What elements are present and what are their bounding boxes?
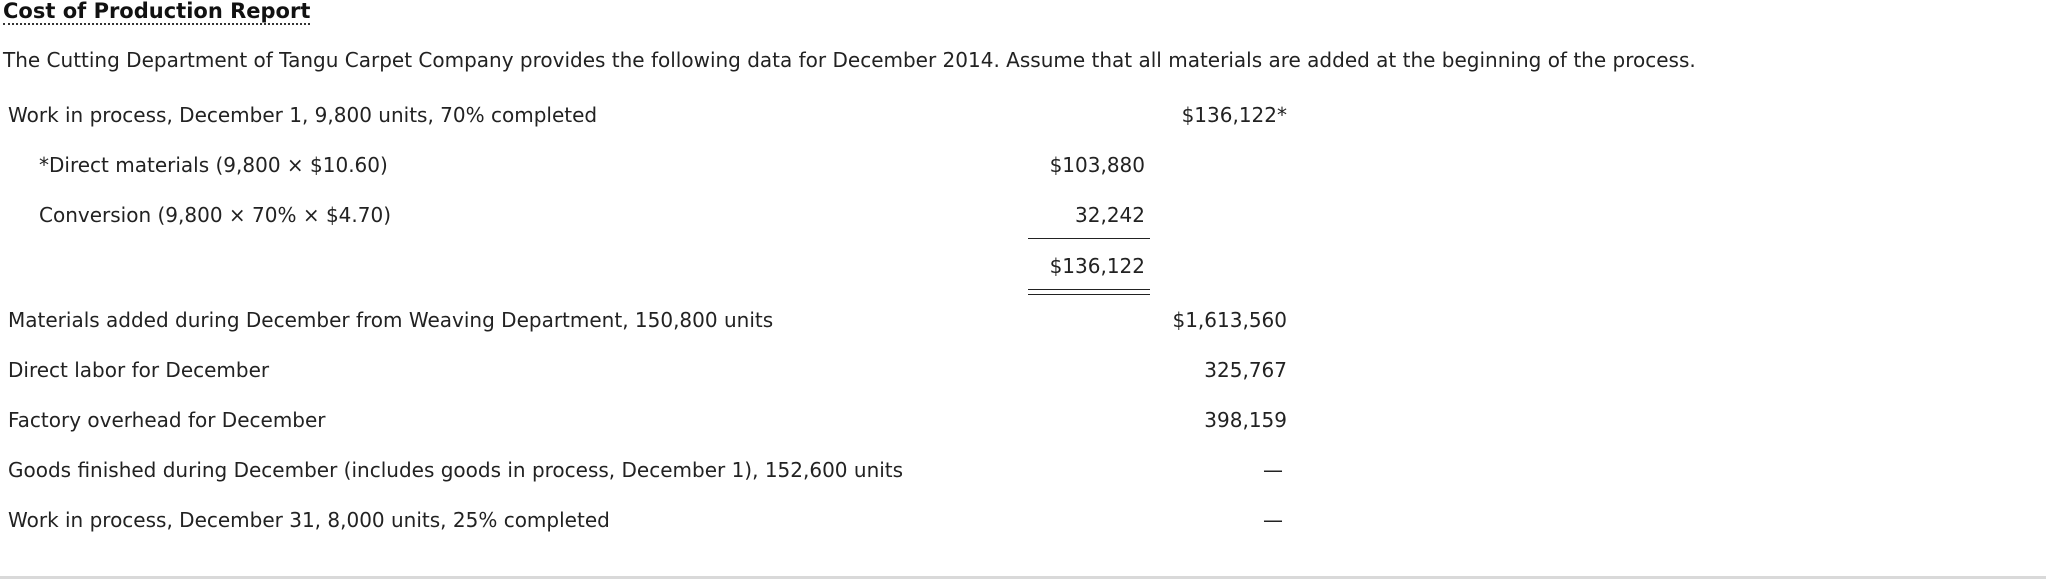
row-amount: — [1263, 458, 1283, 482]
row-amount: $1,613,560 [1172, 308, 1287, 332]
row-label: Direct labor for December [8, 358, 270, 382]
table-row: *Direct materials (9,800 × $10.60) $103,… [0, 150, 1400, 184]
row-amount: 398,159 [1204, 408, 1287, 432]
table-row: $136,122 [0, 251, 1400, 285]
subtotal-rule [1028, 238, 1150, 239]
row-subamount: $103,880 [1049, 153, 1145, 177]
row-label: *Direct materials (9,800 × $10.60) [39, 153, 388, 177]
row-label: Materials added during December from Wea… [8, 308, 774, 332]
row-label: Conversion (9,800 × 70% × $4.70) [39, 203, 392, 227]
table-row: Goods finished during December (includes… [0, 455, 1400, 489]
row-subtotal: $136,122 [1049, 254, 1145, 278]
table-row: Direct labor for December 325,767 [0, 355, 1400, 389]
table-row: Materials added during December from Wea… [0, 305, 1400, 339]
row-label: Factory overhead for December [8, 408, 326, 432]
report-intro: The Cutting Department of Tangu Carpet C… [3, 48, 1696, 72]
row-label: Work in process, December 1, 9,800 units… [8, 103, 598, 127]
row-amount: $136,122* [1181, 103, 1287, 127]
row-label: Work in process, December 31, 8,000 unit… [8, 508, 610, 532]
row-label: Goods finished during December (includes… [8, 458, 904, 482]
report-title: Cost of Production Report [3, 0, 311, 25]
row-amount: — [1263, 508, 1283, 532]
row-amount: 325,767 [1204, 358, 1287, 382]
total-double-rule [1028, 289, 1150, 295]
table-row: Conversion (9,800 × 70% × $4.70) 32,242 [0, 200, 1400, 234]
table-row: Work in process, December 1, 9,800 units… [0, 100, 1400, 134]
table-row: Work in process, December 31, 8,000 unit… [0, 505, 1400, 539]
row-subamount: 32,242 [1075, 203, 1145, 227]
table-row: Factory overhead for December 398,159 [0, 405, 1400, 439]
page-bottom-divider [0, 576, 2046, 579]
